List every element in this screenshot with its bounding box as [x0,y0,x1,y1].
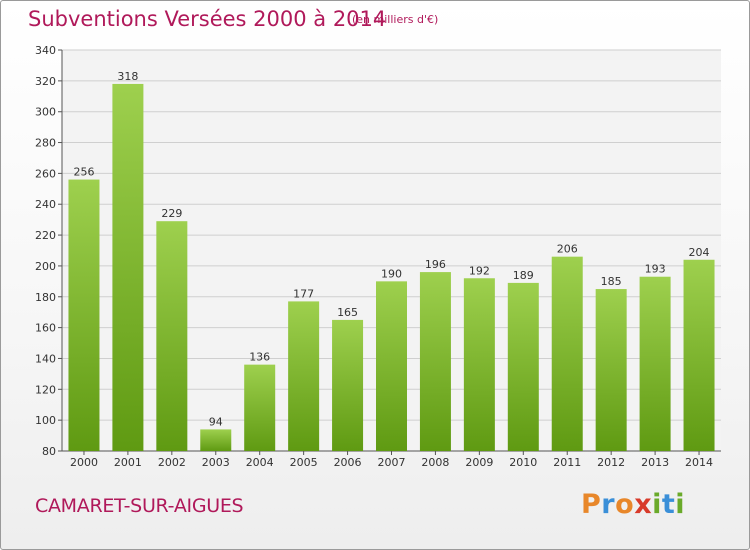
y-tick-label: 260 [35,167,56,180]
unit-note: (en milliers d'€) [352,13,439,26]
x-tick-label: 2013 [641,456,669,469]
y-tick-label: 120 [35,383,56,396]
x-tick-label: 2008 [421,456,449,469]
x-tick-label: 2007 [378,456,406,469]
bar-value-label: 256 [73,166,94,179]
y-tick-label: 160 [35,322,56,335]
bar [463,278,495,451]
x-tick-label: 2001 [114,456,142,469]
y-tick-label: 300 [35,106,56,119]
bar [683,259,715,451]
x-tick-label: 2004 [246,456,274,469]
bar [507,282,539,451]
bar-value-label: 94 [209,415,223,428]
x-tick-label: 2000 [70,456,98,469]
bar [595,289,627,451]
logo-letter: P [581,489,602,520]
bar [68,179,100,452]
bar-value-label: 229 [161,207,182,220]
bar-value-label: 136 [249,351,270,364]
bar [639,276,671,451]
bar [288,301,320,451]
logo-letter: o [615,489,635,520]
y-tick-label: 340 [35,44,56,57]
x-tick-label: 2003 [202,456,230,469]
bar-value-label: 196 [425,258,446,271]
bar-value-label: 192 [469,264,490,277]
bar-value-label: 206 [557,243,578,256]
x-tick-label: 2009 [465,456,493,469]
y-tick-label: 220 [35,229,56,242]
bar [112,83,144,451]
x-tick-label: 2012 [597,456,625,469]
x-tick-label: 2002 [158,456,186,469]
bar [551,256,583,451]
logo-letter: x [634,489,653,520]
bar-value-label: 190 [381,267,402,280]
chart-title: Subventions Versées 2000 à 2014 [28,7,387,31]
logo-letter: r [601,489,616,520]
bar-value-label: 204 [689,246,710,259]
y-tick-label: 320 [35,75,56,88]
x-tick-label: 2005 [290,456,318,469]
bar-value-label: 177 [293,287,314,300]
x-tick-label: 2006 [334,456,362,469]
bar [200,429,232,451]
x-tick-label: 2010 [509,456,537,469]
bar-value-label: 189 [513,269,534,282]
y-tick-label: 180 [35,291,56,304]
logo-letter: t [661,489,676,520]
commune-name: CAMARET-SUR-AIGUES [35,495,244,517]
y-tick-label: 240 [35,198,56,211]
y-tick-label: 200 [35,260,56,273]
bar-value-label: 193 [645,263,666,276]
bar [419,272,451,451]
logo-letter: i [652,489,662,520]
y-tick-label: 100 [35,414,56,427]
x-tick-label: 2011 [553,456,581,469]
bar [376,281,407,451]
logo-letter: i [675,489,686,520]
bar [244,364,276,451]
bar [332,319,364,451]
y-tick-label: 80 [42,445,56,458]
y-tick-label: 280 [35,137,56,150]
x-tick-label: 2014 [685,456,713,469]
bar-value-label: 185 [601,275,622,288]
proxiti-logo: Proxiti [581,489,685,520]
y-tick-label: 140 [35,352,56,365]
bar [156,221,188,451]
bar-value-label: 318 [117,70,138,83]
bar-value-label: 165 [337,306,358,319]
